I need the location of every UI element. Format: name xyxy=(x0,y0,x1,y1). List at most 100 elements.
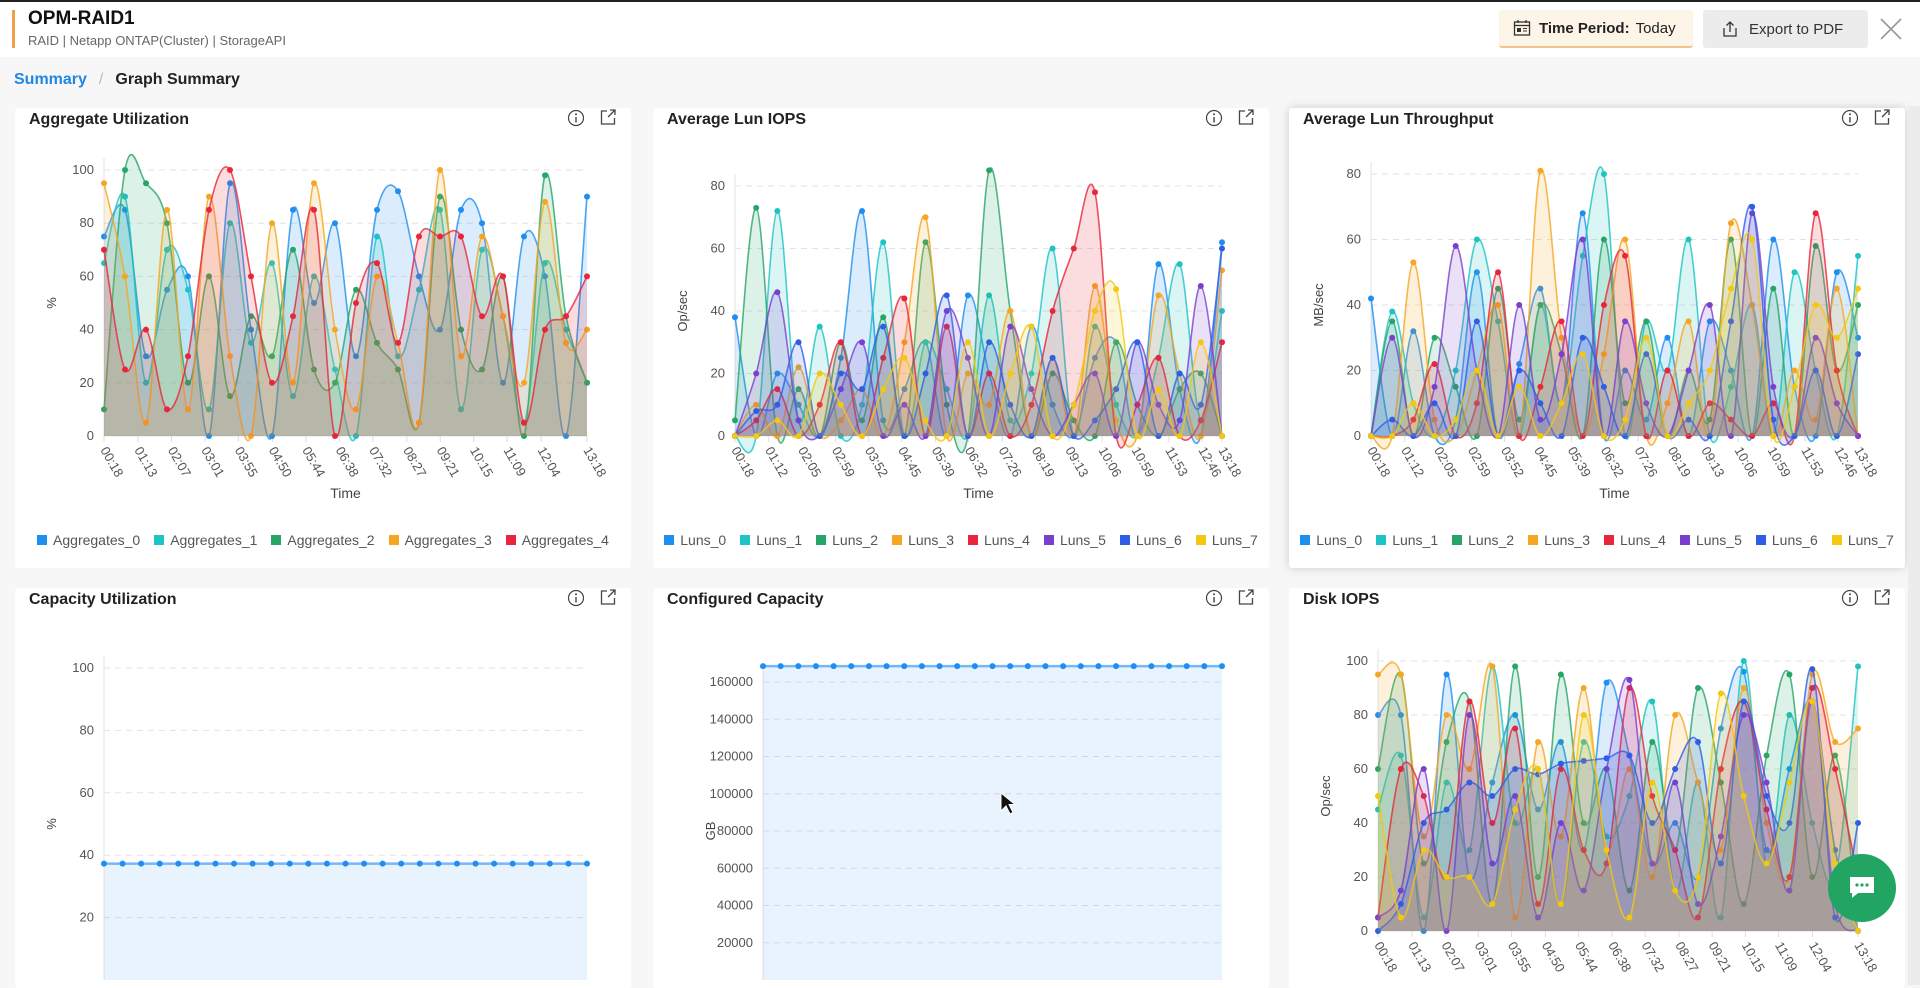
data-point[interactable] xyxy=(1706,416,1713,423)
data-point[interactable] xyxy=(1833,269,1840,276)
data-point[interactable] xyxy=(138,860,145,867)
data-point[interactable] xyxy=(1420,833,1427,840)
data-point[interactable] xyxy=(269,379,275,386)
data-point[interactable] xyxy=(1219,245,1225,252)
data-point[interactable] xyxy=(332,220,338,227)
data-point[interactable] xyxy=(1579,252,1586,259)
data-point[interactable] xyxy=(1727,367,1734,374)
data-point[interactable] xyxy=(1812,302,1819,308)
data-point[interactable] xyxy=(1557,760,1564,767)
data-point[interactable] xyxy=(1535,901,1541,907)
data-point[interactable] xyxy=(398,860,405,867)
data-point[interactable] xyxy=(521,379,527,386)
data-point[interactable] xyxy=(1134,339,1141,346)
data-point[interactable] xyxy=(1397,914,1404,921)
data-point[interactable] xyxy=(1130,663,1137,670)
data-point[interactable] xyxy=(1397,671,1404,678)
data-point[interactable] xyxy=(1812,334,1819,341)
data-point[interactable] xyxy=(1855,351,1861,358)
data-point[interactable] xyxy=(1537,433,1544,439)
data-point[interactable] xyxy=(986,292,993,299)
data-point[interactable] xyxy=(1786,712,1793,718)
data-point[interactable] xyxy=(1855,302,1861,308)
data-point[interactable] xyxy=(1420,766,1427,772)
data-point[interactable] xyxy=(248,273,254,280)
data-point[interactable] xyxy=(922,239,929,246)
data-point[interactable] xyxy=(164,406,170,413)
data-point[interactable] xyxy=(1443,779,1450,786)
data-point[interactable] xyxy=(1028,370,1035,377)
data-point[interactable] xyxy=(1649,793,1656,799)
data-point[interactable] xyxy=(1028,323,1035,330)
data-point[interactable] xyxy=(1580,847,1587,853)
data-point[interactable] xyxy=(311,180,317,187)
data-point[interactable] xyxy=(1727,416,1734,423)
data-point[interactable] xyxy=(1557,739,1564,745)
data-point[interactable] xyxy=(1649,860,1656,867)
data-point[interactable] xyxy=(1672,712,1679,718)
data-point[interactable] xyxy=(1028,401,1035,408)
data-point[interactable] xyxy=(101,233,107,240)
data-point[interactable] xyxy=(416,233,422,240)
data-point[interactable] xyxy=(206,406,212,413)
data-point[interactable] xyxy=(774,208,781,214)
data-point[interactable] xyxy=(880,314,887,321)
data-point[interactable] xyxy=(1466,698,1473,705)
data-point[interactable] xyxy=(1812,367,1819,374)
legend-item[interactable]: Luns_2 xyxy=(1452,532,1514,548)
data-point[interactable] xyxy=(1176,370,1183,377)
data-point[interactable] xyxy=(1512,793,1519,799)
data-point[interactable] xyxy=(269,353,275,360)
data-point[interactable] xyxy=(1095,663,1102,670)
chat-button[interactable] xyxy=(1828,854,1896,922)
data-point[interactable] xyxy=(1219,267,1225,274)
data-point[interactable] xyxy=(323,860,330,867)
data-point[interactable] xyxy=(1685,433,1692,439)
data-point[interactable] xyxy=(1537,400,1544,407)
data-point[interactable] xyxy=(528,860,535,867)
data-point[interactable] xyxy=(143,353,149,360)
data-point[interactable] xyxy=(1557,820,1564,826)
data-point[interactable] xyxy=(101,860,107,867)
data-point[interactable] xyxy=(1495,285,1502,292)
data-point[interactable] xyxy=(859,339,866,346)
data-point[interactable] xyxy=(922,417,929,424)
data-point[interactable] xyxy=(584,273,590,280)
legend-item[interactable]: Luns_6 xyxy=(1119,532,1182,548)
data-point[interactable] xyxy=(1763,820,1770,826)
data-point[interactable] xyxy=(1397,712,1404,718)
legend-item[interactable]: Luns_2 xyxy=(816,532,878,548)
data-point[interactable] xyxy=(1420,793,1427,799)
data-point[interactable] xyxy=(1452,416,1459,423)
legend-item[interactable]: Luns_1 xyxy=(1376,532,1438,548)
data-point[interactable] xyxy=(1007,308,1014,314)
data-point[interactable] xyxy=(1727,220,1734,227)
data-point[interactable] xyxy=(883,663,890,670)
data-point[interactable] xyxy=(416,860,423,867)
data-point[interactable] xyxy=(1091,189,1098,196)
data-point[interactable] xyxy=(1049,433,1056,439)
data-point[interactable] xyxy=(1473,400,1480,407)
data-point[interactable] xyxy=(1740,793,1747,799)
data-point[interactable] xyxy=(1113,386,1120,393)
data-point[interactable] xyxy=(943,308,950,314)
data-point[interactable] xyxy=(563,339,569,346)
data-point[interactable] xyxy=(584,193,590,200)
data-point[interactable] xyxy=(1557,766,1564,772)
data-point[interactable] xyxy=(1070,433,1077,439)
export-pdf-button[interactable]: Export to PDF xyxy=(1703,10,1868,48)
data-point[interactable] xyxy=(1685,367,1692,374)
data-point[interactable] xyxy=(1809,685,1816,691)
data-point[interactable] xyxy=(212,860,219,867)
data-point[interactable] xyxy=(1770,285,1777,292)
data-point[interactable] xyxy=(1763,779,1770,786)
data-point[interactable] xyxy=(546,860,553,867)
data-point[interactable] xyxy=(989,663,996,670)
data-point[interactable] xyxy=(774,401,781,408)
data-point[interactable] xyxy=(1649,698,1656,705)
data-point[interactable] xyxy=(311,206,317,213)
data-point[interactable] xyxy=(1855,663,1861,670)
data-point[interactable] xyxy=(395,353,401,360)
data-point[interactable] xyxy=(1535,874,1541,880)
data-point[interactable] xyxy=(1473,318,1480,325)
